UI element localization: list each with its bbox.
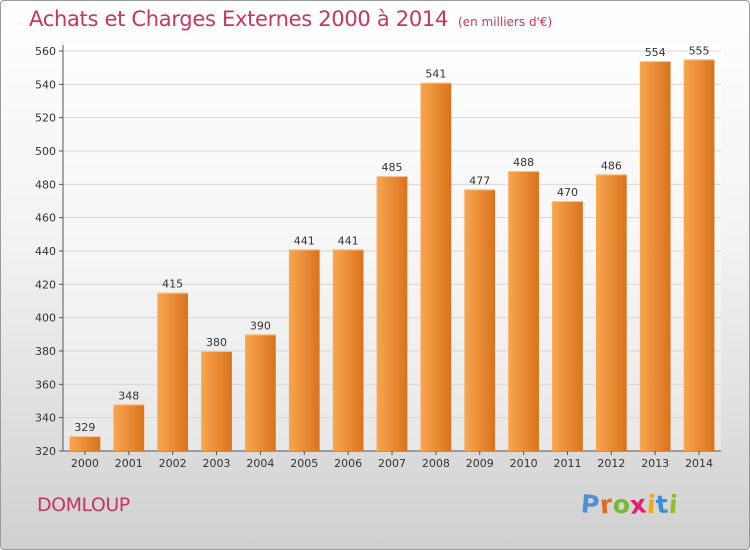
bar-2005: [288, 249, 320, 451]
data-label-2005: 441: [294, 234, 315, 247]
y-tick-label: 520: [35, 112, 56, 125]
bar-2007: [376, 176, 408, 451]
data-label-2014: 555: [689, 44, 710, 57]
y-tick-label: 360: [35, 378, 56, 391]
x-tick-label-2007: 2007: [378, 457, 406, 470]
x-tick-label-2014: 2014: [685, 457, 713, 470]
x-tick-label-2004: 2004: [246, 457, 274, 470]
brand-letter: i: [667, 489, 679, 520]
bar-2009: [464, 189, 496, 452]
bar-2000: [69, 436, 101, 451]
data-label-2001: 348: [118, 389, 139, 402]
data-label-2012: 486: [601, 159, 622, 172]
data-label-2008: 541: [425, 68, 446, 81]
x-tick-label-2006: 2006: [334, 457, 362, 470]
bar-2010: [508, 171, 539, 451]
x-tick-label-2002: 2002: [159, 457, 187, 470]
x-tick-label-2003: 2003: [203, 457, 231, 470]
bar-2001: [113, 404, 145, 451]
y-tick-label: 540: [35, 78, 56, 91]
y-tick-label: 320: [35, 445, 56, 458]
data-label-2013: 554: [645, 46, 666, 59]
y-tick-label: 400: [35, 312, 56, 325]
bar-2012: [595, 174, 627, 452]
x-tick-label-2001: 2001: [115, 457, 143, 470]
brand-logo: Proxiti: [580, 489, 679, 520]
x-tick-label-2010: 2010: [510, 457, 538, 470]
bar-2008: [420, 82, 452, 452]
bar-2002: [157, 292, 189, 451]
data-label-2004: 390: [250, 319, 271, 332]
x-tick-label-2000: 2000: [71, 457, 99, 470]
y-tick-label: 420: [35, 278, 56, 291]
place-name: DOMLOUP: [37, 494, 130, 516]
y-tick-label: 380: [35, 345, 56, 358]
bar-2004: [245, 334, 276, 451]
bar-2014: [683, 59, 715, 451]
data-label-2007: 485: [382, 161, 403, 174]
bar-2003: [201, 351, 232, 451]
bar-2006: [332, 249, 364, 451]
y-tick-label: 460: [35, 212, 56, 225]
data-label-2011: 470: [557, 186, 578, 199]
x-tick-label-2013: 2013: [641, 457, 669, 470]
x-tick-label-2009: 2009: [466, 457, 494, 470]
data-label-2006: 441: [338, 234, 359, 247]
x-tick-label-2011: 2011: [553, 457, 581, 470]
y-tick-label: 440: [35, 245, 56, 258]
bar-2011: [552, 201, 583, 451]
data-label-2000: 329: [74, 421, 95, 434]
x-tick-label-2008: 2008: [422, 457, 450, 470]
data-label-2009: 477: [469, 174, 490, 187]
y-tick-label: 560: [35, 45, 56, 58]
chart-title-text: Achats et Charges Externes 2000 à 2014: [29, 7, 449, 31]
chart-title: Achats et Charges Externes 2000 à 2014 (e…: [29, 7, 552, 31]
y-tick-label: 480: [35, 178, 56, 191]
x-tick-label-2005: 2005: [290, 457, 318, 470]
data-label-2003: 380: [206, 336, 227, 349]
x-tick-label-2012: 2012: [597, 457, 625, 470]
bar-2013: [639, 61, 671, 451]
y-tick-label: 500: [35, 145, 56, 158]
chart-subtitle: (en milliers d'€): [458, 15, 553, 29]
y-tick-label: 340: [35, 412, 56, 425]
data-label-2010: 488: [513, 156, 534, 169]
data-label-2002: 415: [162, 278, 183, 291]
